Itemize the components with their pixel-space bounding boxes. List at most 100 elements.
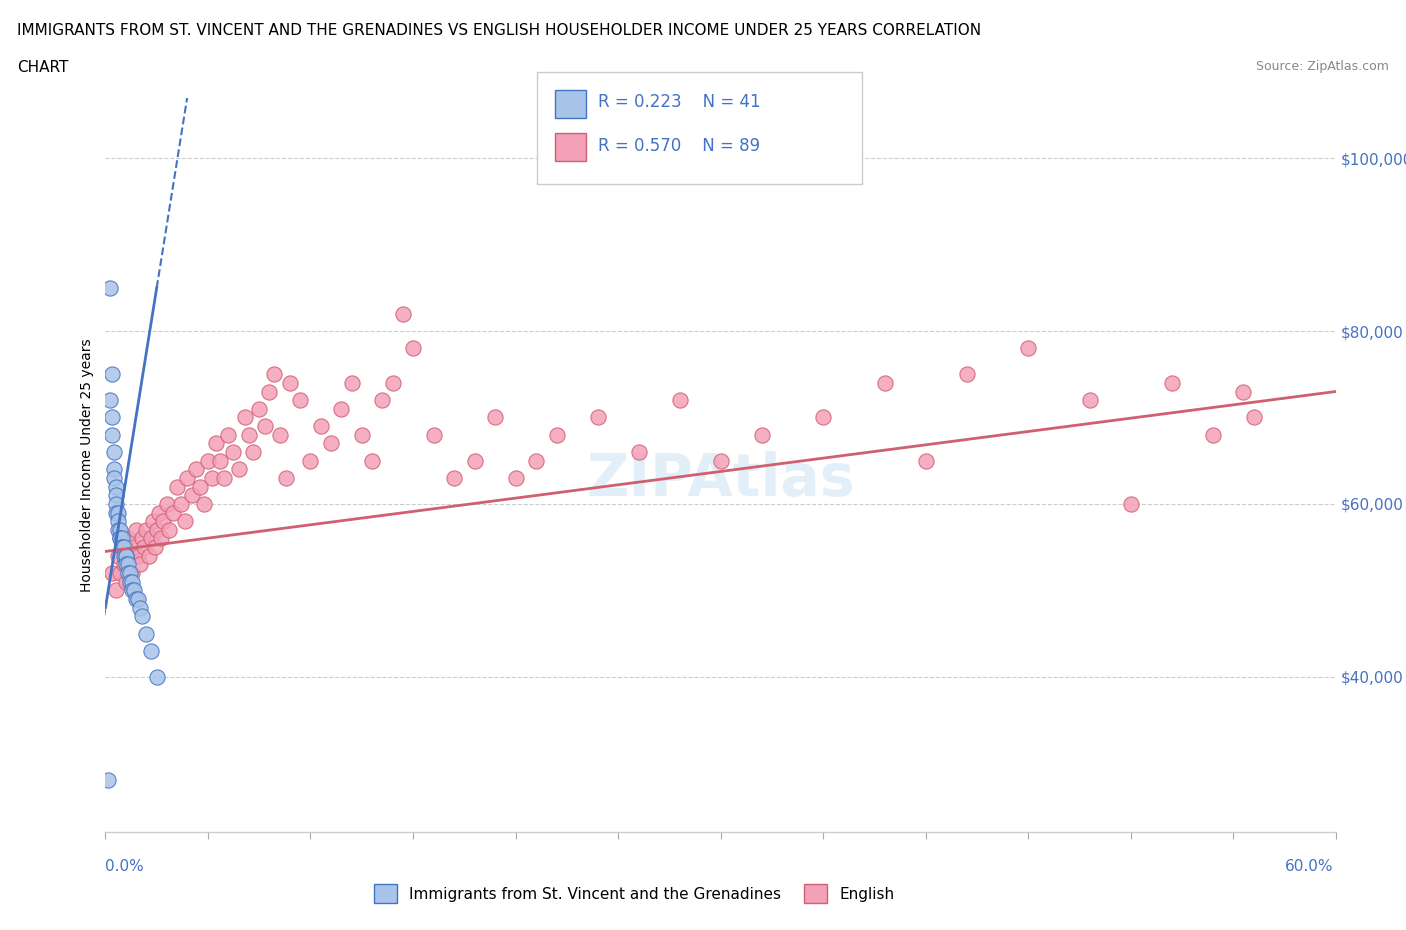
Text: ZIPAtlas: ZIPAtlas <box>586 451 855 508</box>
Point <box>131 609 153 624</box>
Point <box>125 591 148 606</box>
Point <box>209 453 232 468</box>
Point <box>120 565 141 580</box>
Point <box>238 427 260 442</box>
Point <box>247 402 270 417</box>
Text: R = 0.570    N = 89: R = 0.570 N = 89 <box>598 137 759 155</box>
Point <box>371 392 394 407</box>
Point <box>104 505 127 520</box>
Point <box>205 436 228 451</box>
Point <box>112 539 135 554</box>
Point <box>100 565 122 580</box>
Point <box>100 366 122 381</box>
Point <box>152 513 174 528</box>
Point <box>290 392 312 407</box>
Point <box>330 402 353 417</box>
Point <box>104 583 127 598</box>
Point <box>121 574 143 589</box>
Point <box>263 366 285 381</box>
Point <box>145 670 167 684</box>
Point <box>1202 427 1225 442</box>
Text: CHART: CHART <box>17 60 69 75</box>
Point <box>104 497 127 512</box>
Point <box>278 376 301 391</box>
Point <box>107 505 129 520</box>
Point <box>193 497 215 512</box>
Point <box>156 497 179 512</box>
Point <box>100 427 122 442</box>
Point <box>1017 341 1039 356</box>
Point <box>107 513 129 528</box>
Point <box>1160 376 1182 391</box>
Point <box>115 574 138 589</box>
Point <box>139 644 162 658</box>
Point <box>108 523 131 538</box>
Point <box>120 574 141 589</box>
Point <box>121 583 143 598</box>
Point <box>274 471 297 485</box>
Point <box>142 513 165 528</box>
Point <box>135 523 157 538</box>
Point <box>197 453 219 468</box>
Point <box>751 427 773 442</box>
Point <box>121 565 143 580</box>
Point <box>1119 497 1142 512</box>
Text: 60.0%: 60.0% <box>1285 859 1333 874</box>
Point <box>100 410 122 425</box>
Point <box>710 453 733 468</box>
Point <box>143 539 166 554</box>
Point <box>117 557 139 572</box>
Point <box>162 505 184 520</box>
Point <box>148 505 170 520</box>
Point <box>107 549 129 564</box>
Text: IMMIGRANTS FROM ST. VINCENT AND THE GRENADINES VS ENGLISH HOUSEHOLDER INCOME UND: IMMIGRANTS FROM ST. VINCENT AND THE GREN… <box>17 23 981 38</box>
Point <box>170 497 193 512</box>
Point <box>111 531 134 546</box>
Point <box>111 539 134 554</box>
Point <box>1078 392 1101 407</box>
Point <box>122 583 145 598</box>
Text: 0.0%: 0.0% <box>105 859 145 874</box>
Point <box>115 557 138 572</box>
Point <box>98 392 121 407</box>
Point <box>139 531 162 546</box>
Point <box>107 523 129 538</box>
Point <box>180 488 202 503</box>
Point <box>120 549 141 564</box>
Text: Source: ZipAtlas.com: Source: ZipAtlas.com <box>1256 60 1389 73</box>
Point <box>166 479 188 494</box>
Point <box>176 471 198 485</box>
Point <box>103 462 125 477</box>
Point <box>350 427 373 442</box>
Point <box>319 436 342 451</box>
Point <box>1243 410 1265 425</box>
Point <box>218 427 240 442</box>
Point <box>104 479 127 494</box>
Point <box>309 418 332 433</box>
Point <box>228 462 250 477</box>
Point <box>157 523 180 538</box>
Point <box>117 565 139 580</box>
Point <box>242 445 264 459</box>
Point <box>108 531 131 546</box>
Point <box>505 471 527 485</box>
Point <box>221 445 243 459</box>
Point <box>873 376 896 391</box>
Point <box>484 410 506 425</box>
Point <box>668 392 690 407</box>
Point <box>914 453 936 468</box>
Point <box>145 523 167 538</box>
Point <box>184 462 207 477</box>
Point <box>188 479 211 494</box>
Point <box>422 427 444 442</box>
Point <box>269 427 291 442</box>
Point <box>103 445 125 459</box>
Point <box>111 539 134 554</box>
Point <box>464 453 486 468</box>
Point <box>254 418 277 433</box>
Point <box>1232 384 1254 399</box>
Y-axis label: Householder Income Under 25 years: Householder Income Under 25 years <box>80 339 94 591</box>
Point <box>127 591 149 606</box>
Point <box>811 410 834 425</box>
Point <box>96 773 118 788</box>
